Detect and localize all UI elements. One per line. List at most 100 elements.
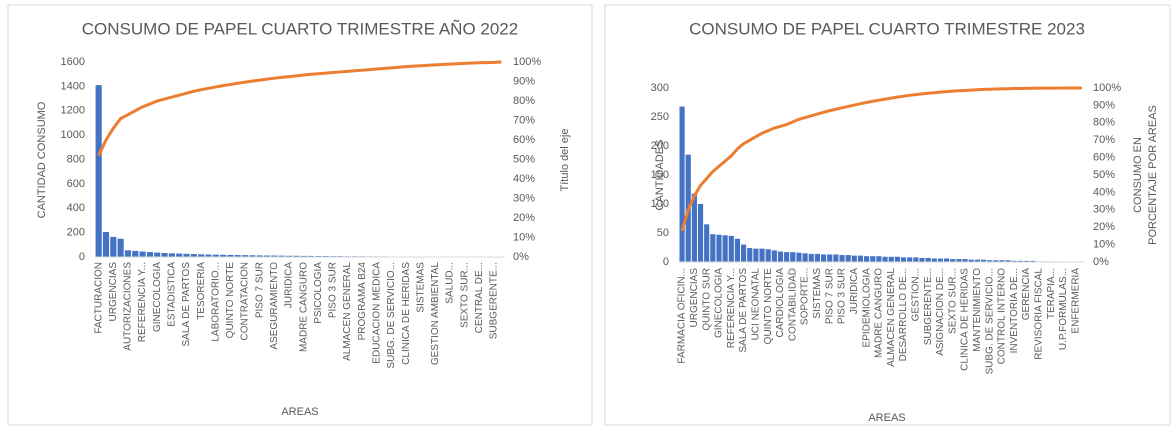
bar <box>198 254 205 257</box>
bar <box>765 249 771 262</box>
bar <box>993 260 999 262</box>
x-tick-label: INVENTORIA DE... <box>1009 268 1020 353</box>
bar <box>820 254 827 262</box>
bar <box>716 234 722 262</box>
x-tick-label: DESARROLLO DE... <box>898 268 909 361</box>
bar <box>987 260 993 262</box>
bar <box>227 254 234 257</box>
y2-tick-label: 100% <box>513 56 541 68</box>
y-tick-label: 1200 <box>61 105 85 117</box>
bar <box>263 255 271 257</box>
y-tick-label: 1400 <box>61 80 85 92</box>
bar <box>168 253 175 257</box>
x-tick-label: ALMACEN GENERAL <box>342 262 353 361</box>
bar <box>234 255 241 257</box>
x-tick-label: QUINTO NORTE <box>763 268 774 345</box>
bar <box>691 193 697 262</box>
y2-tick-label: 90% <box>513 75 535 87</box>
bar <box>894 256 900 262</box>
y2-tick-label: 50% <box>513 153 535 165</box>
x-tick-label: EPIDEMIOLOGIA <box>861 268 872 348</box>
x-tick-label: REFERENCIA Y... <box>726 268 737 348</box>
bar <box>796 252 802 262</box>
y2-tick-label: 0% <box>1093 256 1109 268</box>
bar <box>790 252 796 262</box>
x-tick-label: JURIDICA <box>284 262 295 308</box>
y2-tick-label: 70% <box>513 114 535 126</box>
x-tick-label: SUBG. DE SERVICIO... <box>984 268 995 375</box>
bar <box>704 224 710 262</box>
x-tick-label: SUBG. DE SERVICIO... <box>386 262 397 369</box>
bar <box>132 250 139 257</box>
bar <box>747 248 753 262</box>
y-tick-label: 200 <box>67 227 85 239</box>
x-tick-label: GESTION... <box>910 268 921 321</box>
bar <box>154 252 161 257</box>
bar <box>710 234 716 262</box>
y2-tick-label: 30% <box>1093 204 1115 216</box>
bar <box>102 232 110 257</box>
bar <box>124 250 132 257</box>
x-tick-label: FARMACIA OFICIN... <box>677 268 688 364</box>
x-tick-label: JURIDICA <box>849 268 860 314</box>
bar <box>944 258 950 262</box>
bar <box>722 235 728 262</box>
x-tick-label: SALUD... <box>445 262 456 304</box>
y-tick-label: 50 <box>657 227 669 239</box>
y2-tick-label: 10% <box>513 231 535 243</box>
x-tick-label: PROGRAMA B24 <box>357 262 368 341</box>
x-tick-label: PISO 7 SUR <box>824 268 835 324</box>
x-tick-label: URGENCIAS <box>689 268 700 328</box>
bar <box>1005 260 1011 262</box>
x-tick-label: TESORERIA <box>196 262 207 320</box>
x-axis-label: AREAS <box>281 406 318 418</box>
bar <box>146 252 153 257</box>
bar <box>1030 260 1036 262</box>
cumulative-line <box>97 60 502 157</box>
x-tick-label: ENFERMERIA <box>1070 268 1081 334</box>
x-tick-label: PSICOLOGIA <box>313 262 324 324</box>
x-tick-label: GINECOLOGIA <box>714 268 725 338</box>
x-tick-label: SISTEMAS <box>415 262 426 313</box>
bar <box>802 253 808 262</box>
bar <box>876 256 882 262</box>
y2-tick-label: 60% <box>513 134 535 146</box>
bar <box>1017 260 1023 262</box>
cumulative-line <box>680 86 1082 232</box>
bar <box>925 257 931 262</box>
y2-axis-label: PORCENTAJE POR AREAS <box>1147 105 1159 245</box>
bar <box>974 259 980 262</box>
y2-tick-label: 20% <box>1093 221 1115 233</box>
bar <box>741 244 747 262</box>
x-tick-label: CONTROL INTERNO <box>997 268 1008 365</box>
bar <box>950 259 956 262</box>
bar <box>300 255 307 257</box>
bar <box>907 257 913 262</box>
bar <box>980 259 987 262</box>
x-tick-label: PISO 3 SUR <box>837 268 848 324</box>
x-tick-label: SEXTO SUR... <box>459 262 470 328</box>
x-tick-label: LABORATORIO... <box>210 262 221 342</box>
bar <box>183 253 190 257</box>
bar <box>728 235 734 262</box>
y2-tick-label: 30% <box>513 192 535 204</box>
y2-tick-label: 10% <box>1093 239 1115 251</box>
y2-tick-label: 0% <box>513 251 529 263</box>
bar <box>697 204 704 262</box>
bar <box>851 255 857 262</box>
x-tick-label: SISTEMAS <box>812 268 823 319</box>
y2-axis-label: Título del eje <box>559 129 571 192</box>
x-tick-label: CONTRATACION <box>240 262 251 341</box>
bar <box>931 258 937 262</box>
y-tick-label: 800 <box>67 153 85 165</box>
y-tick-label: 1600 <box>61 56 85 68</box>
bar <box>307 255 315 257</box>
bar <box>293 255 300 257</box>
x-tick-label: URGENCIAS <box>108 262 119 322</box>
bar <box>845 255 851 262</box>
y2-tick-label: 60% <box>1093 152 1115 164</box>
y-tick-label: 300 <box>651 82 669 94</box>
bar <box>285 255 293 257</box>
y-tick-label: 0 <box>79 251 85 263</box>
bar <box>256 255 263 257</box>
